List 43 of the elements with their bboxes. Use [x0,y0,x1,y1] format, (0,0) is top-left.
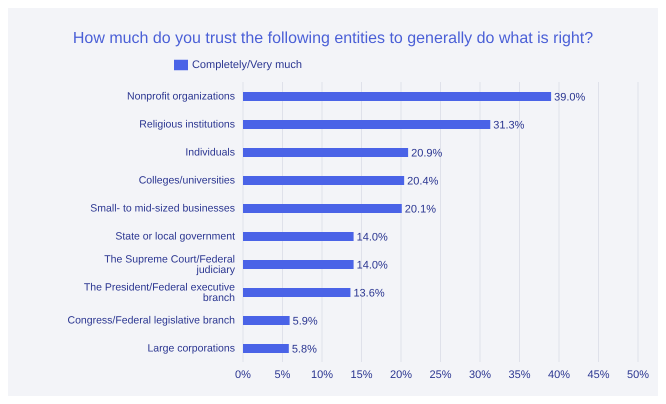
data-label: 31.3% [493,119,525,132]
bar [243,288,350,297]
x-tick-label: 50% [626,368,650,381]
y-tick-label: Nonprofit organizations [127,90,235,103]
data-label: 20.1% [404,203,436,216]
x-tick-label: 35% [508,368,531,381]
y-tick-label: The President/Federal executive branch [84,281,236,304]
bar [243,92,552,101]
chart-title: How much do you trust the following entities to generally do what is right? [72,29,594,49]
bar [243,148,408,157]
data-label: 13.6% [353,287,385,300]
bar [243,344,289,353]
bar [243,176,404,185]
x-tick-label: 10% [310,368,334,381]
x-tick-label: 20% [390,368,412,381]
x-tick-label: 30% [468,368,492,381]
y-tick-label: Large corporations [147,342,235,355]
data-label: 14.0% [356,231,388,244]
y-tick-label: Small- to mid-sized businesses [90,202,235,215]
bar [243,232,354,241]
y-tick-label: State or local government [115,230,236,243]
bar [243,120,490,129]
x-tick-label: 45% [587,368,610,381]
data-label: 20.4% [407,175,439,188]
x-tick-label: 25% [429,368,452,381]
data-label: 5.9% [292,315,318,328]
bar [243,260,354,269]
x-tick-label: 40% [548,368,570,381]
data-label: 14.0% [356,259,388,272]
x-tick-label: 15% [350,368,373,381]
y-tick-label: Individuals [185,146,235,159]
y-tick-label: Congress/Federal legislative branch [67,314,236,327]
data-label: 20.9% [411,147,443,160]
y-tick-label: Religious institutions [139,118,235,131]
y-tick-label: The Supreme Court/Federal judiciary [104,253,236,276]
data-label: 5.8% [292,343,318,356]
y-tick-label: Colleges/universities [138,174,235,187]
bar [243,316,290,325]
bar [243,204,402,213]
legend-label: Completely/Very much [192,58,302,71]
x-tick-label: 5% [274,368,291,381]
x-tick-label: 0% [235,368,252,381]
data-label: 39.0% [554,91,586,104]
